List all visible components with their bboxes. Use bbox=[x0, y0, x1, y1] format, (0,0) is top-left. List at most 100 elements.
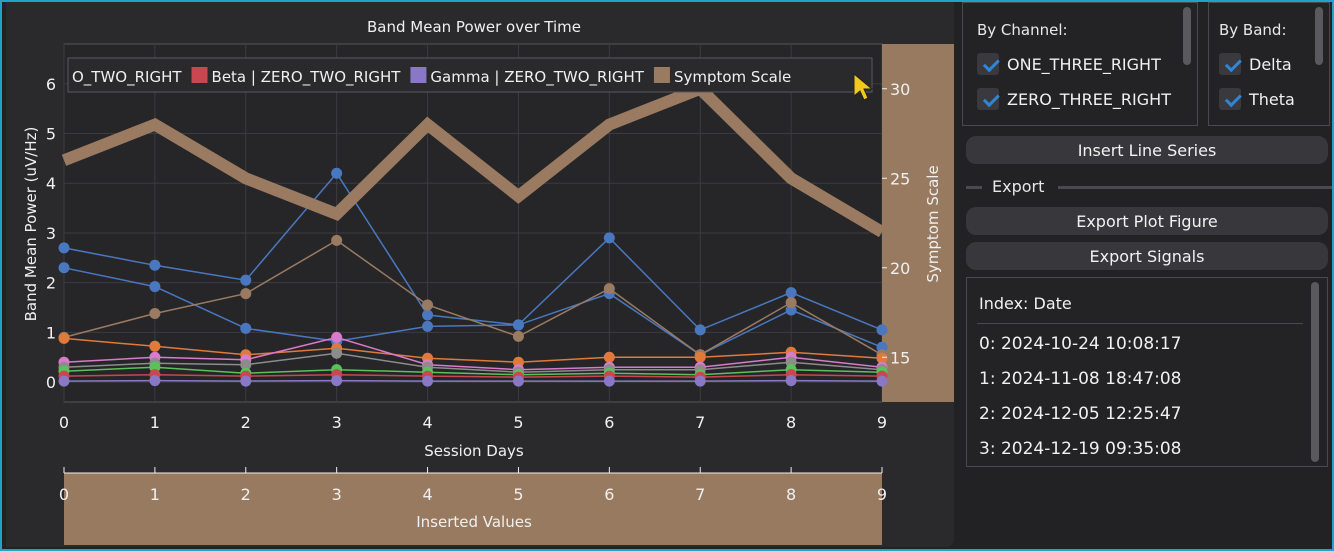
y-tick-label: 3 bbox=[46, 224, 56, 243]
session-row-2[interactable]: 2: 2024-12-05 12:25:47 bbox=[979, 404, 1182, 424]
series-point-0 bbox=[58, 242, 70, 254]
grid bbox=[63, 43, 883, 403]
y2-tick-label: 15 bbox=[890, 348, 910, 367]
band-option-delta[interactable]: Delta bbox=[1219, 53, 1319, 75]
series-point-1 bbox=[240, 322, 252, 334]
inserted-tick-label: 9 bbox=[877, 485, 887, 504]
x-tick-label: 1 bbox=[150, 413, 160, 432]
series-line-1 bbox=[63, 267, 883, 356]
channel-filter-box: By Channel: ONE_THREE_RIGHT ZERO_THREE_R… bbox=[962, 2, 1198, 126]
series-point-8 bbox=[422, 375, 434, 387]
export-plot-figure-button[interactable]: Export Plot Figure bbox=[966, 207, 1328, 235]
right-axis-band bbox=[882, 44, 954, 402]
series-point-5 bbox=[331, 347, 343, 359]
series-point-8 bbox=[331, 375, 343, 387]
chart-title: Band Mean Power over Time bbox=[367, 18, 581, 36]
y-tick-label: 6 bbox=[46, 75, 56, 94]
series-point-2 bbox=[149, 307, 161, 319]
plot-panel: Band Mean Power over Time 0 1 2 3 4 5 6 7 8 9 0 1 2 3… bbox=[6, 2, 954, 547]
checkbox-checked-icon[interactable] bbox=[1219, 53, 1241, 75]
series-line-3 bbox=[63, 337, 883, 363]
session-list-scrollbar[interactable] bbox=[1311, 282, 1319, 462]
session-row-3[interactable]: 3: 2024-12-19 09:35:08 bbox=[979, 439, 1182, 459]
list-divider bbox=[977, 323, 1303, 324]
series-point-8 bbox=[694, 375, 706, 387]
series-point-0 bbox=[603, 232, 615, 244]
insert-line-series-button[interactable]: Insert Line Series bbox=[966, 136, 1328, 164]
series-point-3 bbox=[149, 340, 161, 352]
inserted-tick-label: 4 bbox=[422, 485, 432, 504]
band-power-chart[interactable]: Band Mean Power over Time 0 1 2 3 4 5 6 7 8 9 0 1 2 3… bbox=[6, 2, 954, 547]
inserted-values-label: Inserted Values bbox=[416, 513, 532, 531]
x-tick-label: 0 bbox=[59, 413, 69, 432]
y-tick-label: 1 bbox=[46, 323, 56, 342]
series-point-2 bbox=[512, 330, 524, 342]
legend-entry-1: Beta | ZERO_TWO_RIGHT bbox=[212, 68, 402, 87]
index-date-header: Index: Date bbox=[979, 294, 1072, 313]
series-line-9 bbox=[61, 81, 886, 238]
channel-scrollbar[interactable] bbox=[1183, 7, 1191, 65]
series-point-0 bbox=[785, 287, 797, 299]
series-point-0 bbox=[876, 324, 888, 336]
series-point-0 bbox=[149, 259, 161, 271]
series-point-3 bbox=[876, 352, 888, 364]
series-point-8 bbox=[512, 375, 524, 387]
series-point-8 bbox=[603, 375, 615, 387]
series-line-4 bbox=[63, 336, 883, 371]
session-index-list[interactable]: Index: Date 0: 2024-10-24 10:08:17 1: 20… bbox=[966, 277, 1328, 467]
channel-option-one-three-right[interactable]: ONE_THREE_RIGHT bbox=[977, 53, 1177, 75]
channel-option-label: ONE_THREE_RIGHT bbox=[1007, 54, 1161, 74]
checkbox-checked-icon[interactable] bbox=[977, 53, 999, 75]
legend-swatch-3 bbox=[653, 67, 670, 83]
export-signals-button[interactable]: Export Signals bbox=[966, 242, 1328, 270]
series-point-2 bbox=[240, 288, 252, 300]
series-point-3 bbox=[58, 332, 70, 344]
legend: O_TWO_RIGHT Beta | ZERO_TWO_RIGHT Gamma | … bbox=[67, 57, 873, 93]
series-point-1 bbox=[512, 319, 524, 331]
x-tick-label: 8 bbox=[786, 413, 796, 432]
band-option-label: Theta bbox=[1249, 89, 1295, 109]
x-tick-label: 4 bbox=[422, 413, 432, 432]
y2-tick-label: 30 bbox=[890, 80, 910, 99]
checkbox-checked-icon[interactable] bbox=[1219, 88, 1241, 110]
y-tick-label: 4 bbox=[46, 174, 56, 193]
session-row-0[interactable]: 0: 2024-10-24 10:08:17 bbox=[979, 334, 1182, 354]
x-tick-label: 2 bbox=[241, 413, 251, 432]
series-line-6 bbox=[63, 366, 883, 376]
legend-swatch-2 bbox=[410, 67, 427, 83]
session-row-1[interactable]: 1: 2024-11-08 18:47:08 bbox=[979, 369, 1182, 389]
inserted-tick-label: 2 bbox=[241, 485, 251, 504]
series-point-8 bbox=[240, 375, 252, 387]
series-point-0 bbox=[694, 324, 706, 336]
channel-option-label: ZERO_THREE_RIGHT bbox=[1007, 89, 1171, 109]
channel-option-zero-three-right[interactable]: ZERO_THREE_RIGHT bbox=[977, 88, 1177, 110]
series-line-7 bbox=[63, 373, 883, 378]
checkbox-checked-icon[interactable] bbox=[977, 88, 999, 110]
series-point-2 bbox=[422, 299, 434, 311]
band-option-theta[interactable]: Theta bbox=[1219, 88, 1319, 110]
legend-swatch-1 bbox=[191, 67, 208, 83]
x-tick-label: 5 bbox=[513, 413, 523, 432]
export-divider-left bbox=[966, 186, 982, 189]
series-point-3 bbox=[603, 351, 615, 363]
inserted-tick-label: 1 bbox=[150, 485, 160, 504]
right-axis-background bbox=[882, 44, 954, 402]
series-layer bbox=[58, 81, 888, 387]
series-point-4 bbox=[331, 331, 343, 343]
inserted-tick-label: 6 bbox=[604, 485, 614, 504]
series-point-2 bbox=[603, 283, 615, 295]
series-line-2 bbox=[63, 239, 883, 356]
sidebar: By Channel: ONE_THREE_RIGHT ZERO_THREE_R… bbox=[962, 2, 1332, 549]
y-tick-label: 5 bbox=[46, 125, 56, 144]
y-tick-label: 2 bbox=[46, 274, 56, 293]
export-section-label: Export bbox=[992, 177, 1045, 196]
y2-tick-label: 25 bbox=[890, 169, 910, 188]
series-point-8 bbox=[58, 375, 70, 387]
x-tick-label: 6 bbox=[604, 413, 614, 432]
by-band-title: By Band: bbox=[1219, 21, 1287, 39]
series-point-1 bbox=[149, 281, 161, 293]
series-line-5 bbox=[63, 352, 883, 373]
by-channel-title: By Channel: bbox=[977, 21, 1068, 39]
series-point-0 bbox=[422, 309, 434, 321]
band-scrollbar[interactable] bbox=[1315, 7, 1323, 65]
